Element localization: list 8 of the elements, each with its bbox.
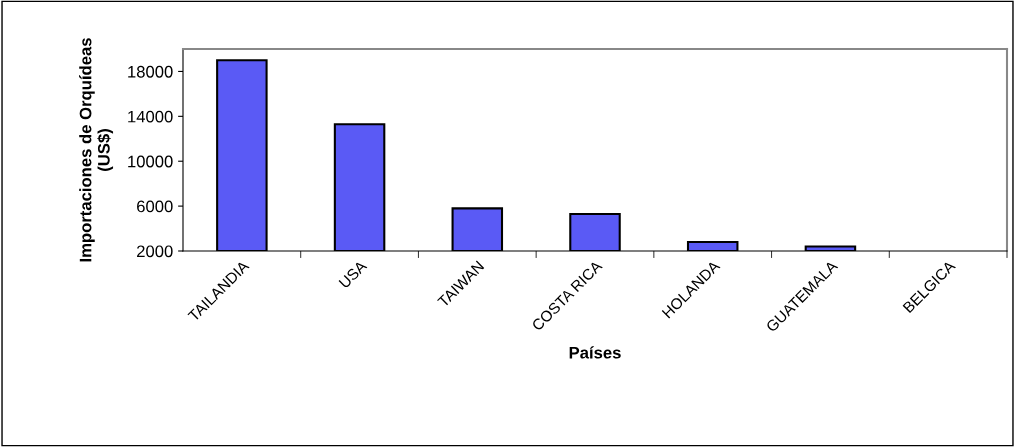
y-tick-label: 2000 bbox=[137, 245, 173, 258]
y-tick-label: 6000 bbox=[137, 200, 173, 213]
y-tick-label: 14000 bbox=[128, 110, 173, 123]
y-tick-label: 18000 bbox=[128, 65, 173, 78]
y-tick-label: 10000 bbox=[128, 155, 173, 168]
y-axis-title: Importaciones de Orquídeas (US$) bbox=[79, 38, 114, 262]
x-tick-label: USA bbox=[338, 259, 368, 289]
x-axis-title: Países bbox=[569, 346, 621, 359]
